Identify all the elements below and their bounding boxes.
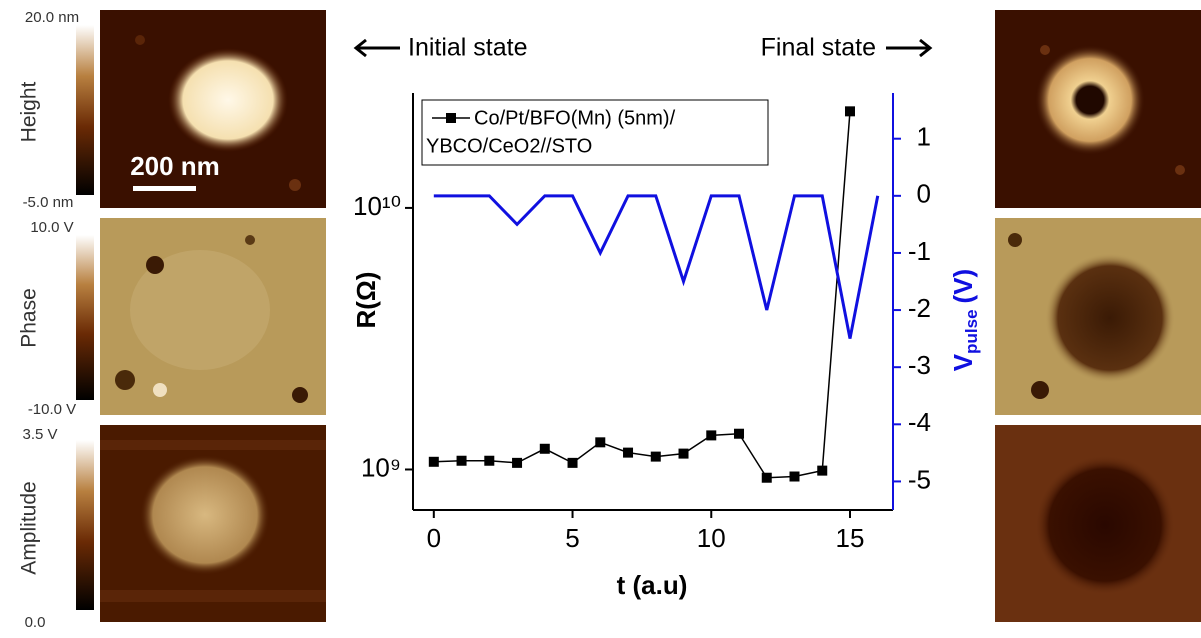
x-tick-label: 10	[697, 523, 726, 553]
data-point	[512, 457, 523, 468]
data-point	[761, 472, 772, 483]
data-point	[817, 465, 828, 476]
colorbar-max: 3.5 V	[22, 426, 57, 443]
data-point	[734, 428, 745, 439]
y2-axis-label: Vpulse (V)	[948, 269, 982, 371]
colorbar-label: Phase	[18, 288, 41, 348]
data-point	[789, 471, 800, 482]
colorbar-label: Amplitude	[18, 481, 41, 574]
y2-label-sub: pulse	[962, 309, 981, 353]
afm-images	[100, 10, 1201, 622]
colorbar-max: 20.0 nm	[25, 9, 79, 26]
x-tick-label: 5	[565, 523, 579, 553]
legend-label: Co/Pt/BFO(Mn) (5nm)/	[474, 107, 676, 129]
colorbar-min: -5.0 nm	[23, 194, 74, 211]
data-point	[456, 455, 467, 466]
y2-label-main: V	[948, 353, 978, 371]
annotation: Final state	[761, 34, 876, 62]
data-point	[428, 456, 439, 467]
data-point	[539, 443, 550, 454]
y2-tick-label: 1	[917, 122, 931, 152]
y2-tick-label: -1	[908, 236, 931, 266]
data-point	[595, 437, 606, 448]
y2-label-unit: (V)	[948, 269, 978, 304]
colorbar-min: 0.0	[25, 614, 46, 631]
annotation: Initial state	[408, 34, 528, 62]
y-tick-label: 10⁹	[361, 452, 401, 482]
legend-label: YBCO/CeO2//STO	[426, 135, 592, 157]
y-tick-label: 10¹⁰	[353, 191, 401, 221]
colorbar-label: Height	[18, 81, 41, 142]
scale-bar-label: 200 nm	[130, 151, 220, 181]
arrows	[353, 38, 933, 58]
legend-box	[421, 99, 769, 166]
y2-tick-label: -2	[908, 293, 931, 323]
y-axis-label: R(Ω)	[351, 272, 381, 329]
data-point	[706, 430, 717, 441]
data-point	[678, 448, 689, 459]
y2-tick-label: -3	[908, 350, 931, 380]
data-point	[484, 455, 495, 466]
y2-tick-label: 0	[917, 179, 931, 209]
data-point	[567, 457, 578, 468]
data-point	[844, 106, 855, 117]
series-line	[433, 111, 851, 479]
colorbar-min: -10.0 V	[28, 401, 76, 418]
legend-marker	[446, 113, 456, 123]
colorbars: 20.0 nm -5.0 nm Height 10.0 V -10.0 V Ph…	[18, 9, 220, 631]
colorbar-max: 10.0 V	[30, 219, 73, 236]
y2-tick-label: -5	[908, 464, 931, 494]
y2-tick-label: -4	[908, 407, 931, 437]
x-tick-label: 15	[836, 523, 865, 553]
series-line	[433, 194, 880, 339]
data-point	[623, 447, 634, 458]
x-tick-label: 0	[427, 523, 441, 553]
data-point	[650, 451, 661, 462]
x-axis-label: t (a.u)	[617, 570, 688, 600]
